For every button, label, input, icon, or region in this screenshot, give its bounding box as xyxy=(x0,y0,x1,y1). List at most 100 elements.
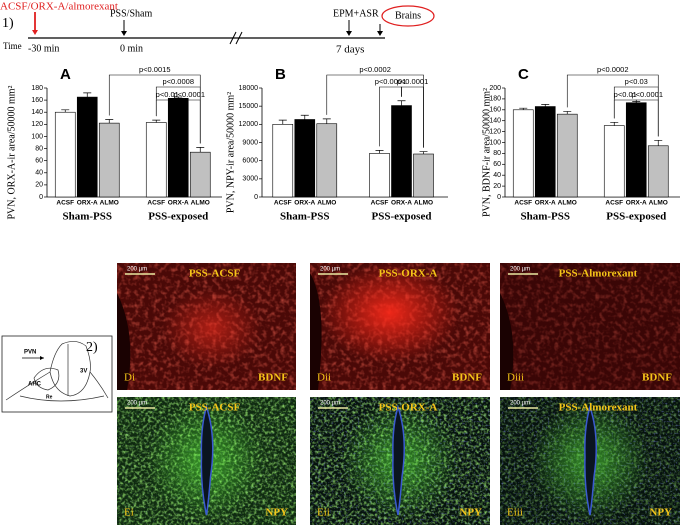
error-bar xyxy=(174,96,183,99)
bar xyxy=(167,97,189,198)
bar xyxy=(391,105,412,198)
p-value: p<0.0001 xyxy=(397,77,429,86)
region-label: 3V xyxy=(80,369,87,375)
group-label: PSS-exposed xyxy=(372,211,432,223)
p-value: p<0.0002 xyxy=(597,65,629,74)
panel-letter: A xyxy=(60,66,71,83)
group-label: Sham-PSS xyxy=(520,211,570,223)
arrowhead xyxy=(32,30,38,35)
bar xyxy=(189,151,211,198)
bar xyxy=(413,153,434,198)
axis-break xyxy=(229,31,243,45)
condition-label: PSS-ACSF xyxy=(189,268,241,280)
panel-id: Dii xyxy=(317,372,331,384)
micrograph: 200 µm PSS-Almorexant Eiii NPY xyxy=(500,397,680,525)
condition-label: PSS-ORX-A xyxy=(379,402,438,414)
bar xyxy=(294,119,316,198)
y-tick-label: 20 xyxy=(35,182,43,189)
y-axis-label: PVN, NPY-ir area/50000 mm² xyxy=(225,92,236,213)
micrograph: 200 µm PSS-ACSF Ei NPY xyxy=(117,397,296,525)
bar xyxy=(145,122,167,198)
brain-outline xyxy=(5,341,109,402)
p-value: p<0.0001 xyxy=(375,77,407,86)
y-tick-label: 200 xyxy=(489,85,501,92)
error-bar xyxy=(419,151,428,155)
event-label: Brains xyxy=(395,10,421,21)
region-label: Re xyxy=(46,394,53,400)
y-tick-label: 180 xyxy=(31,85,43,92)
micrograph: 200 µm PSS-Almorexant Diii BDNF xyxy=(500,263,680,390)
time-point: 7 days xyxy=(336,44,364,56)
ventricle xyxy=(500,293,514,390)
ventricle xyxy=(310,273,322,390)
marker-label: BDNF xyxy=(642,372,672,384)
stain-glow xyxy=(320,263,460,363)
y-tick-label: 120 xyxy=(489,128,501,135)
error-bar xyxy=(152,119,161,123)
bar-label: ACSF xyxy=(274,200,292,207)
y-tick-label: 160 xyxy=(31,97,43,104)
group-label: PSS-exposed xyxy=(606,211,666,223)
p-value: p<0.0001 xyxy=(632,90,664,99)
event-label: EPM+ASR xyxy=(333,8,379,19)
bar xyxy=(98,122,120,198)
error-bar xyxy=(563,111,572,115)
scale-bar-label: 200 µm xyxy=(127,267,147,273)
y-tick-label: 120 xyxy=(31,121,43,128)
region-label: PVN xyxy=(24,350,36,356)
p-value: p<0.03 xyxy=(625,77,648,86)
time-point: -30 min xyxy=(28,43,59,54)
bar xyxy=(647,145,669,198)
panel-id: Diii xyxy=(507,372,524,384)
bar-label: ALMO xyxy=(558,200,577,207)
bar xyxy=(316,123,338,198)
bar-label: ACSF xyxy=(514,200,532,207)
panel-id: Eii xyxy=(317,507,330,519)
brain-diagram xyxy=(1,335,113,413)
bar-label: ORX-A xyxy=(294,200,315,207)
y-tick-label: 40 xyxy=(35,170,43,177)
micrograph: 200 µm PSS-ORX-A Eii NPY xyxy=(310,397,490,525)
bar xyxy=(534,106,556,198)
panel-letter: B xyxy=(275,66,286,83)
y-axis-label: PVN, ORX-A-ir area/50000 mm² xyxy=(6,85,17,219)
bar xyxy=(76,96,98,198)
marker-label: BDNF xyxy=(452,372,482,384)
micrograph: 200 µm PSS-ACSF Di BDNF xyxy=(117,263,296,390)
y-tick-label: 40 xyxy=(493,172,501,179)
y-tick-label: 160 xyxy=(489,107,501,114)
group-label: PSS-exposed xyxy=(148,211,208,223)
bar-label: ACSF xyxy=(147,200,165,207)
error-bar xyxy=(61,109,70,113)
p-value: p<0.01 xyxy=(156,90,179,99)
error-bar xyxy=(322,118,331,124)
ventricle xyxy=(117,293,131,390)
bar xyxy=(603,125,625,198)
bar-label: ORX-A xyxy=(168,200,189,207)
condition-label: PSS-Almorexant xyxy=(559,268,638,280)
p-value: p<0.0008 xyxy=(163,77,195,86)
panel-label: 1) xyxy=(2,16,14,31)
significance-bracket xyxy=(401,86,424,148)
bar-label: ALMO xyxy=(100,200,119,207)
y-tick-label: 80 xyxy=(493,150,501,157)
significance-bracket xyxy=(177,99,201,144)
third-ventricle xyxy=(584,404,597,516)
arrowhead xyxy=(346,31,352,36)
diagram-frame xyxy=(1,335,113,413)
p-value: p<0.0015 xyxy=(139,65,171,74)
y-tick-label: 80 xyxy=(35,145,43,152)
panel-id: Di xyxy=(124,372,135,384)
y-tick-label: 0 xyxy=(254,194,258,201)
bar-label: ACSF xyxy=(605,200,623,207)
panel-letter: C xyxy=(518,66,529,83)
y-tick-label: 180 xyxy=(489,96,501,103)
scale-bar-label: 200 µm xyxy=(127,401,147,407)
y-tick-label: 140 xyxy=(489,118,501,125)
y-tick-label: 60 xyxy=(493,161,501,168)
scale-bar-label: 200 µm xyxy=(510,267,530,273)
marker-label: NPY xyxy=(265,507,288,519)
condition-label: PSS-ACSF xyxy=(189,402,241,414)
group-label: Sham-PSS xyxy=(62,211,112,223)
